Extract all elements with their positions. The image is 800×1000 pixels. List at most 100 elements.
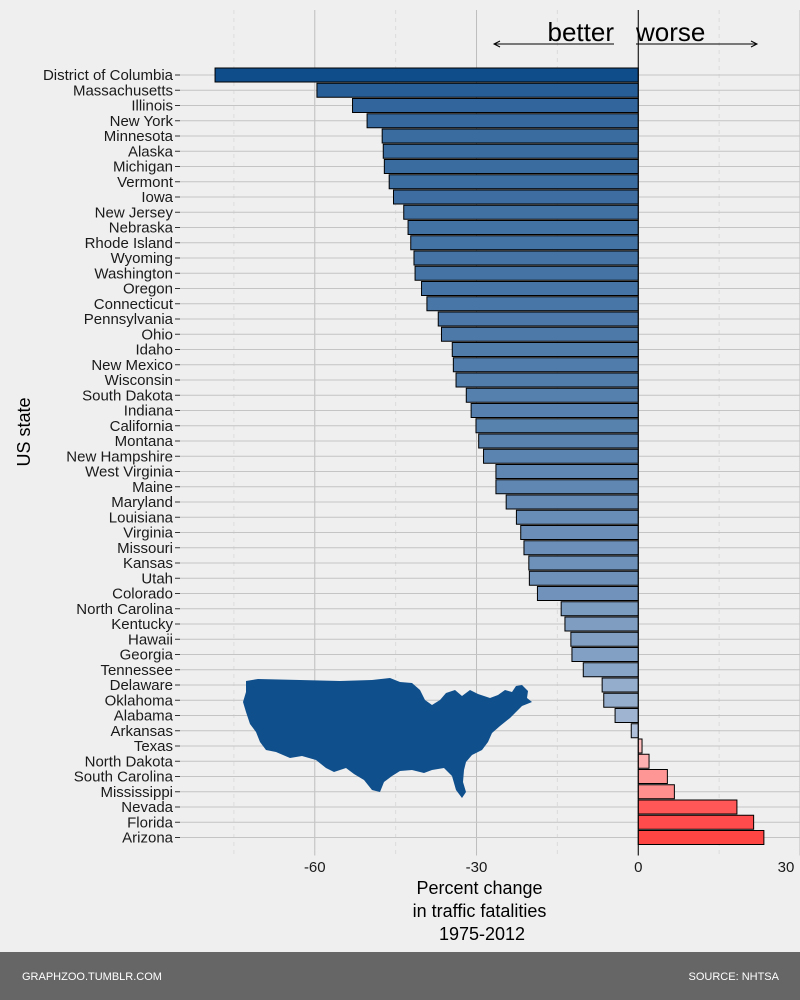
y-tick-label: Kansas	[123, 555, 173, 572]
y-tick-label: Mississippi	[100, 784, 173, 801]
bar	[455, 372, 639, 388]
us-map-inset	[243, 678, 532, 798]
footer-source: SOURCE: NHTSA	[688, 971, 779, 983]
bar	[437, 311, 639, 327]
y-tick-label: Arkansas	[110, 723, 173, 740]
bar	[523, 540, 639, 556]
bar	[414, 265, 639, 281]
bar	[528, 555, 639, 571]
annotation-worse: worse	[635, 17, 759, 48]
y-tick-label: Virginia	[123, 525, 173, 542]
x-tick-label: 0	[634, 859, 642, 876]
bar	[601, 677, 639, 693]
bar	[582, 662, 639, 678]
y-tick-label: Ohio	[141, 326, 173, 343]
y-tick-label: Massachusetts	[73, 82, 173, 99]
bar	[475, 418, 639, 434]
y-tick-label: New Hampshire	[66, 448, 173, 465]
bar	[515, 509, 639, 525]
bar	[614, 708, 639, 723]
y-tick-label: Georgia	[120, 647, 174, 664]
y-tick-label: Connecticut	[94, 296, 174, 313]
better-arrowhead	[492, 40, 501, 48]
y-tick-label: New Jersey	[95, 204, 174, 221]
y-tick-label: Nebraska	[109, 220, 174, 237]
bar	[451, 342, 639, 357]
bar	[637, 814, 755, 830]
y-tick-label: Florida	[127, 814, 174, 831]
y-tick-label: North Carolina	[76, 601, 173, 618]
bar	[381, 128, 639, 144]
bar	[383, 159, 639, 174]
y-tick-label: Wisconsin	[105, 372, 173, 389]
worse-label: worse	[635, 17, 705, 47]
bar	[352, 98, 639, 113]
y-tick-label: Washington	[94, 265, 173, 282]
bar	[637, 784, 675, 800]
y-tick-label: Nevada	[121, 799, 173, 816]
y-tick-label: Oregon	[123, 281, 173, 298]
bar	[495, 479, 639, 495]
y-tick-label: Alabama	[114, 708, 174, 725]
y-tick-label: Indiana	[124, 403, 174, 420]
bar	[637, 769, 668, 784]
worse-arrowhead	[750, 40, 759, 48]
y-tick-label: Minnesota	[104, 128, 174, 145]
y-tick-label: South Carolina	[74, 769, 174, 786]
y-tick-label: Texas	[134, 738, 173, 755]
bar	[528, 570, 639, 586]
x-axis-title-line-3: 1975-2012	[439, 924, 525, 944]
bar	[426, 296, 639, 312]
footer-credit: GRAPHZOO.TUMBLR.COM	[22, 971, 162, 983]
x-tick-label: -30	[466, 859, 488, 876]
bar	[392, 189, 639, 205]
x-axis-title-line-1: Percent change	[416, 878, 542, 898]
us-map-shape	[243, 678, 532, 798]
y-tick-label: Illinois	[131, 98, 173, 115]
y-tick-label: Vermont	[117, 174, 174, 191]
y-tick-label: Louisiana	[109, 509, 174, 526]
bar	[478, 433, 639, 449]
y-tick-label: North Dakota	[85, 753, 174, 770]
y-tick-label: Utah	[141, 570, 173, 587]
y-tick-labels: District of ColumbiaMassachusettsIllinoi…	[43, 67, 180, 847]
bar	[214, 67, 639, 83]
y-tick-label: Iowa	[141, 189, 173, 206]
bar	[560, 601, 639, 617]
bar	[637, 799, 738, 815]
y-tick-label: South Dakota	[82, 387, 174, 404]
y-tick-label: Missouri	[117, 540, 173, 557]
bar	[495, 464, 639, 479]
y-tick-label: New York	[110, 113, 174, 130]
bar	[570, 631, 639, 647]
footer: GRAPHZOO.TUMBLR.COM SOURCE: NHTSA	[0, 952, 800, 1000]
bar	[465, 387, 639, 403]
bar	[637, 753, 650, 769]
y-tick-label: New Mexico	[91, 357, 173, 374]
bar	[520, 525, 639, 540]
bars	[214, 67, 765, 845]
y-tick-label: Arizona	[122, 830, 174, 847]
x-axis-title-line-2: in traffic fatalities	[413, 901, 547, 921]
bar	[564, 616, 639, 632]
y-tick-label: Rhode Island	[85, 235, 173, 252]
y-tick-label: Hawaii	[128, 631, 173, 648]
bar	[470, 403, 639, 418]
bar	[388, 174, 639, 190]
y-tick-label: Maryland	[111, 494, 173, 511]
y-tick-label: Pennsylvania	[84, 311, 174, 328]
bar	[536, 586, 639, 601]
bar	[366, 113, 639, 129]
bar	[571, 647, 639, 662]
bar-chart: District of ColumbiaMassachusettsIllinoi…	[14, 10, 800, 944]
bar	[410, 235, 639, 251]
bar	[603, 692, 639, 708]
bar	[413, 250, 639, 266]
bar	[452, 357, 639, 373]
bar	[403, 204, 639, 220]
y-tick-label: Montana	[115, 433, 174, 450]
y-tick-label: California	[110, 418, 174, 435]
bar	[316, 82, 639, 98]
x-tick-labels: -60 -30 0 30	[304, 859, 794, 876]
better-label: better	[548, 17, 615, 47]
